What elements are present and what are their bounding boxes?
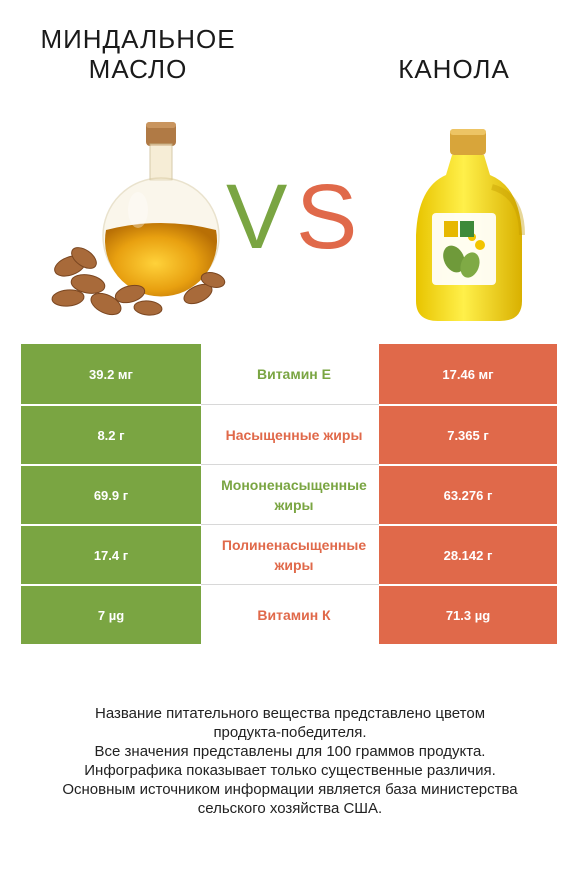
- table-row: 8.2 г Насыщенные жиры 7.365 г: [21, 404, 557, 464]
- nutrient-name-cell: Мононенасыщенные жиры: [201, 464, 379, 524]
- right-value-cell: 63.276 г: [379, 464, 557, 524]
- left-product-title: МИНДАЛЬНОЕ МАСЛО: [28, 24, 248, 84]
- footer-line6: сельского хозяйства США.: [197, 800, 383, 817]
- footer-line1: Название питательного вещества представл…: [94, 705, 486, 722]
- left-title-line2: МАСЛО: [88, 54, 188, 84]
- nutrient-label: Мононенасыщенные жиры: [221, 476, 367, 513]
- footer-line3: Все значения представлены для 100 граммо…: [94, 743, 486, 760]
- vs-label: V S: [226, 168, 357, 258]
- footer-line5: Основным источником информации является …: [62, 781, 518, 798]
- right-value-cell: 28.142 г: [379, 524, 557, 584]
- table-row: 69.9 г Мононенасыщенные жиры 63.276 г: [21, 464, 557, 524]
- left-value-cell: 39.2 мг: [21, 344, 201, 404]
- almond-oil-image: [51, 122, 226, 316]
- nutrient-label: Витамин К: [257, 606, 331, 623]
- vs-v-letter: V: [226, 168, 287, 258]
- nutrient-name-cell: Насыщенные жиры: [201, 404, 379, 464]
- nutrient-name-cell: Витамин E: [201, 344, 379, 404]
- left-value-cell: 8.2 г: [21, 404, 201, 464]
- nutrient-name-cell: Витамин К: [201, 584, 379, 644]
- footer-line2: продукта-победителя.: [213, 724, 367, 741]
- right-value-cell: 17.46 мг: [379, 344, 557, 404]
- footer-line4: Инфографика показывает только существенн…: [84, 762, 496, 779]
- left-value-cell: 7 µg: [21, 584, 201, 644]
- nutrient-name-cell: Полиненасыщенные жиры: [201, 524, 379, 584]
- comparison-table: 39.2 мг Витамин E 17.46 мг 8.2 г Насыщенные …: [21, 344, 557, 644]
- canola-oil-image: [416, 129, 525, 321]
- vs-s-letter: S: [296, 168, 357, 258]
- table-row: 7 µg Витамин К 71.3 µg: [21, 584, 557, 644]
- right-value-cell: 7.365 г: [379, 404, 557, 464]
- nutrient-label: Насыщенные жиры: [225, 426, 363, 443]
- table-row: 17.4 г Полиненасыщенные жиры 28.142 г: [21, 524, 557, 584]
- table-row: 39.2 мг Витамин E 17.46 мг: [21, 344, 557, 404]
- footer-note: Название питательного вещества представл…: [10, 704, 570, 818]
- nutrient-label: Витамин E: [256, 366, 331, 382]
- left-title-line1: МИНДАЛЬНОЕ: [40, 24, 236, 54]
- right-product-title: КАНОЛА: [398, 54, 510, 84]
- left-value-cell: 69.9 г: [21, 464, 201, 524]
- left-value-cell: 17.4 г: [21, 524, 201, 584]
- right-value-cell: 71.3 µg: [379, 584, 557, 644]
- nutrient-label: Полиненасыщенные жиры: [221, 536, 367, 573]
